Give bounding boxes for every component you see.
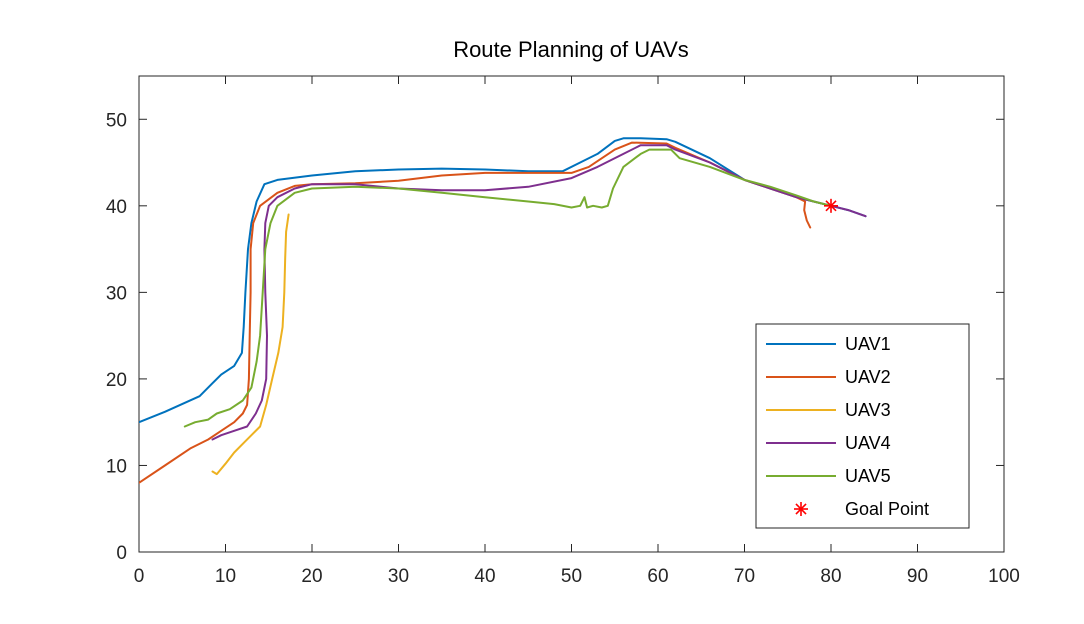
legend-uav1-label: UAV1: [845, 334, 891, 354]
x-tick-label: 60: [647, 566, 668, 587]
x-tick-label: 80: [820, 566, 841, 587]
legend-goal-point-label: Goal Point: [845, 499, 929, 519]
legend-uav4-label: UAV4: [845, 433, 891, 453]
uav3-line: [211, 213, 290, 476]
y-tick-label: 20: [106, 370, 127, 391]
x-tick-label: 30: [388, 566, 409, 587]
x-tick-label: 40: [474, 566, 495, 587]
goal-point-marker: [824, 198, 838, 213]
legend: UAV1 UAV2 UAV3 UAV4 UAV5 Goal Point: [755, 323, 970, 529]
chart-title: Route Planning of UAVs: [453, 37, 689, 62]
y-tick-label: 0: [116, 543, 127, 564]
goal-point-marker-stroke: [825, 200, 837, 212]
uav5-line: [183, 148, 832, 428]
y-tick-label: 30: [106, 283, 127, 304]
legend-goal-point-marker: [794, 502, 808, 516]
legend-uav5-label: UAV5: [845, 466, 891, 486]
y-tick-label: 50: [106, 110, 127, 131]
legend-box: [755, 323, 970, 529]
x-tick-label: 20: [301, 566, 322, 587]
x-tick-label: 0: [134, 566, 145, 587]
legend-uav2-label: UAV2: [845, 367, 891, 387]
x-tick-label: 100: [988, 566, 1020, 587]
x-tick-label: 10: [215, 566, 236, 587]
x-tick-label: 90: [907, 566, 928, 587]
legend-goal-point-marker-stroke: [795, 503, 807, 515]
x-tick-label: 70: [734, 566, 755, 587]
x-tick-label: 50: [561, 566, 582, 587]
y-tick-label: 10: [106, 456, 127, 477]
y-tick-label: 40: [106, 197, 127, 218]
legend-uav3-label: UAV3: [845, 400, 891, 420]
